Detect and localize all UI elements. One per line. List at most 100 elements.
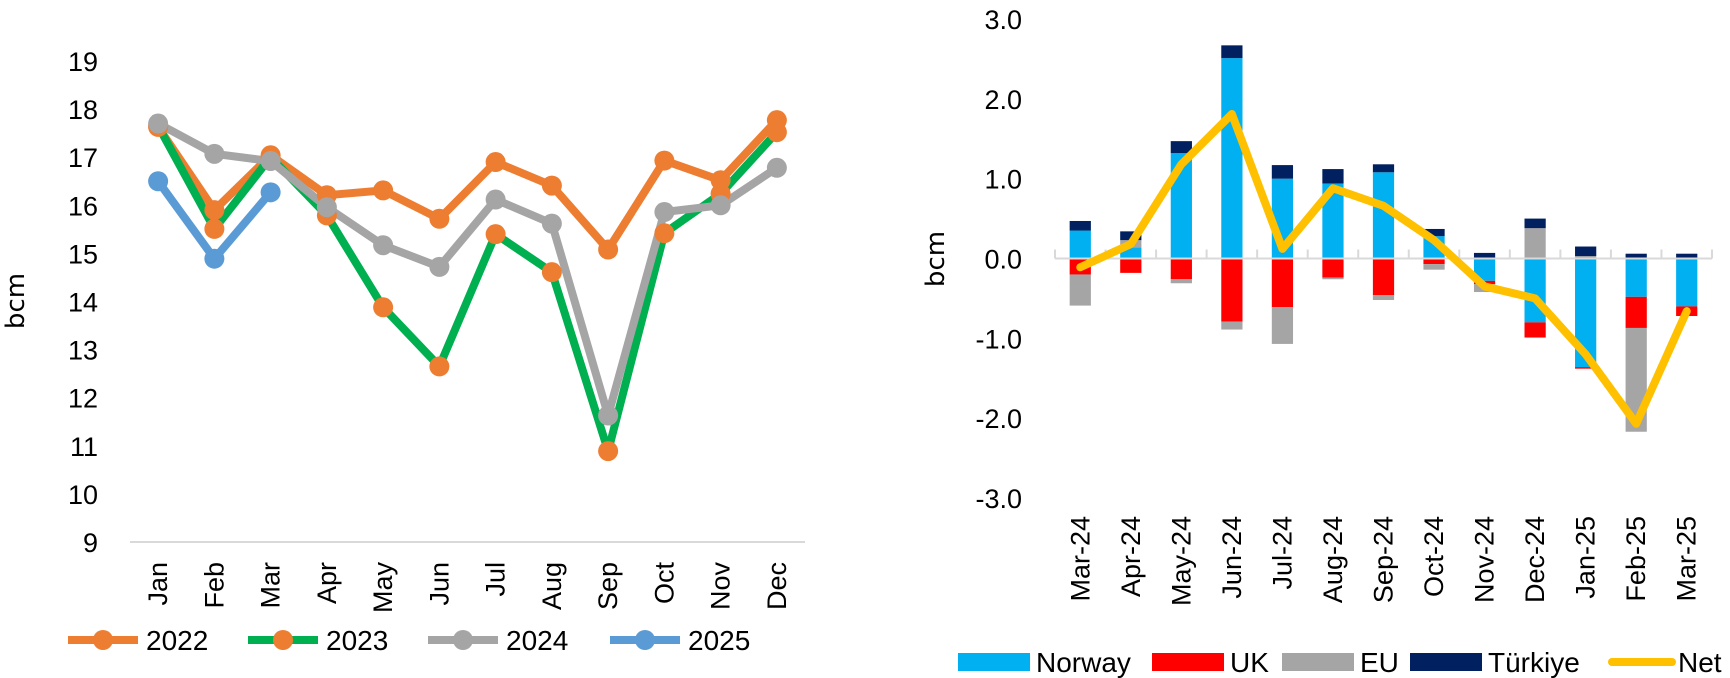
left-y-tick-label: 15: [68, 239, 98, 269]
legend-label: 2022: [146, 625, 208, 656]
right-y-ticks: 3.0 2.0 1.0 0.0 -1.0 -2.0 -3.0: [975, 5, 1022, 514]
right-y-tick-label: -2.0: [975, 404, 1022, 434]
right-x-tick-label: Jun-24: [1217, 516, 1247, 599]
left-x-tick-label: Jan: [143, 562, 173, 606]
bar-segment-norway: [1524, 258, 1546, 323]
right-net-line: [1076, 110, 1691, 428]
left-y-ticks: 19 18 17 16 15 14 13 12 11 10 9: [68, 47, 98, 558]
left-legend: 2022 2023 2024 2025: [68, 625, 750, 656]
data-point-2023: [654, 223, 675, 244]
bar-segment-trkiye: [1322, 169, 1344, 184]
legend-label: 2024: [506, 625, 568, 656]
data-point-2024: [598, 405, 619, 426]
bar-segment-norway: [1120, 247, 1142, 259]
legend-label: Türkiye: [1488, 647, 1580, 678]
right-y-tick-label: 0.0: [984, 245, 1022, 275]
data-point-2024: [373, 235, 394, 256]
data-point-2022: [373, 180, 394, 201]
data-point-2022: [654, 150, 675, 171]
left-y-tick-label: 11: [70, 432, 98, 462]
data-point-2023: [429, 356, 450, 377]
left-x-tick-label: Oct: [649, 562, 679, 605]
right-y-axis-label: bcm: [921, 231, 951, 287]
bar-segment-trkiye: [1676, 253, 1698, 259]
left-x-tick-label: Mar: [256, 562, 286, 609]
bar-segment-uk: [1575, 367, 1597, 369]
data-point-2024: [148, 113, 169, 134]
bar-segment-trkiye: [1575, 246, 1597, 257]
left-y-tick-label: 12: [68, 384, 98, 414]
right-y-tick-label: -3.0: [975, 484, 1022, 514]
data-point-2024: [429, 256, 450, 277]
data-point-2024: [710, 195, 731, 216]
right-x-tick-label: Apr-24: [1116, 516, 1146, 597]
bar-segment-uk: [1221, 258, 1243, 322]
bar-segment-norway: [1575, 258, 1597, 368]
left-x-tick-label: Jul: [481, 562, 511, 597]
left-series: [148, 110, 787, 462]
right-x-tick-label: May-24: [1166, 516, 1196, 606]
bar-segment-eu: [1423, 264, 1445, 270]
legend-marker-2024: [453, 630, 473, 650]
bar-segment-norway: [1221, 58, 1243, 259]
data-point-2024: [260, 151, 281, 172]
legend-marker-2022: [93, 630, 113, 650]
bar-segment-norway: [1473, 258, 1496, 281]
left-x-tick-label: Nov: [706, 562, 736, 611]
right-bars: [1069, 45, 1698, 432]
legend-label: Norway: [1036, 647, 1131, 678]
legend-swatch-norway: [958, 653, 1030, 671]
net-series-line: [1076, 110, 1691, 428]
legend-swatch-trkiye: [1410, 653, 1482, 671]
right-y-tick-label: -1.0: [975, 324, 1022, 354]
data-point-2022: [429, 208, 450, 229]
left-x-tick-label: Jun: [424, 562, 454, 606]
bar-segment-norway: [1372, 172, 1395, 259]
series-line-2023: [154, 121, 781, 456]
legend-marker-2025: [635, 630, 655, 650]
bar-segment-trkiye: [1473, 252, 1496, 259]
data-point-2024: [485, 189, 506, 210]
data-point-2022: [541, 175, 562, 196]
bar-segment-eu: [1221, 321, 1243, 330]
right-x-ticks: Mar-24 Apr-24 May-24 Jun-24 Jul-24 Aug-24 Sep-…: [1065, 516, 1701, 606]
bar-segment-trkiye: [1524, 218, 1546, 229]
right-zero-axis: [1054, 249, 1713, 260]
bar-segment-eu: [1271, 307, 1294, 344]
bar-segment-norway: [1322, 183, 1344, 259]
bar-segment-trkiye: [1625, 253, 1647, 259]
data-point-2023: [766, 122, 787, 143]
left-y-tick-label: 19: [68, 47, 98, 77]
left-y-tick-label: 13: [68, 336, 98, 366]
right-x-tick-label: Jan-25: [1571, 516, 1601, 599]
bar-segment-uk: [1120, 258, 1142, 273]
bar-segment-uk: [1322, 258, 1344, 278]
right-x-tick-label: Aug-24: [1318, 516, 1348, 603]
right-x-tick-label: Feb-25: [1621, 516, 1651, 602]
right-y-tick-label: 2.0: [984, 85, 1022, 115]
bar-segment-eu: [1524, 228, 1546, 259]
right-x-tick-label: Jul-24: [1267, 516, 1297, 590]
legend-label: 2023: [326, 625, 388, 656]
data-point-2023: [598, 441, 619, 462]
right-y-tick-label: 1.0: [984, 165, 1022, 195]
left-x-tick-label: May: [368, 562, 398, 614]
bar-segment-trkiye: [1271, 165, 1294, 179]
data-point-2023: [541, 262, 562, 283]
left-y-tick-label: 16: [68, 191, 98, 221]
bar-segment-trkiye: [1423, 228, 1445, 237]
bar-segment-trkiye: [1221, 45, 1243, 59]
data-point-2024: [316, 197, 337, 218]
bar-segment-eu: [1322, 277, 1344, 280]
data-point-2023: [373, 297, 394, 318]
bar-segment-norway: [1069, 230, 1091, 259]
legend-marker-2023: [273, 630, 293, 650]
data-point-2025: [204, 248, 225, 269]
data-point-2024: [654, 202, 675, 223]
right-bar-chart: bcm 3.0 2.0 1.0 0.0 -1.0 -2.0 -3.0 Mar-24 Apr-2…: [921, 5, 1722, 678]
bar-segment-trkiye: [1120, 231, 1142, 241]
bar-segment-norway: [1625, 258, 1647, 297]
bar-segment-trkiye: [1372, 164, 1395, 173]
data-point-2025: [260, 182, 281, 203]
